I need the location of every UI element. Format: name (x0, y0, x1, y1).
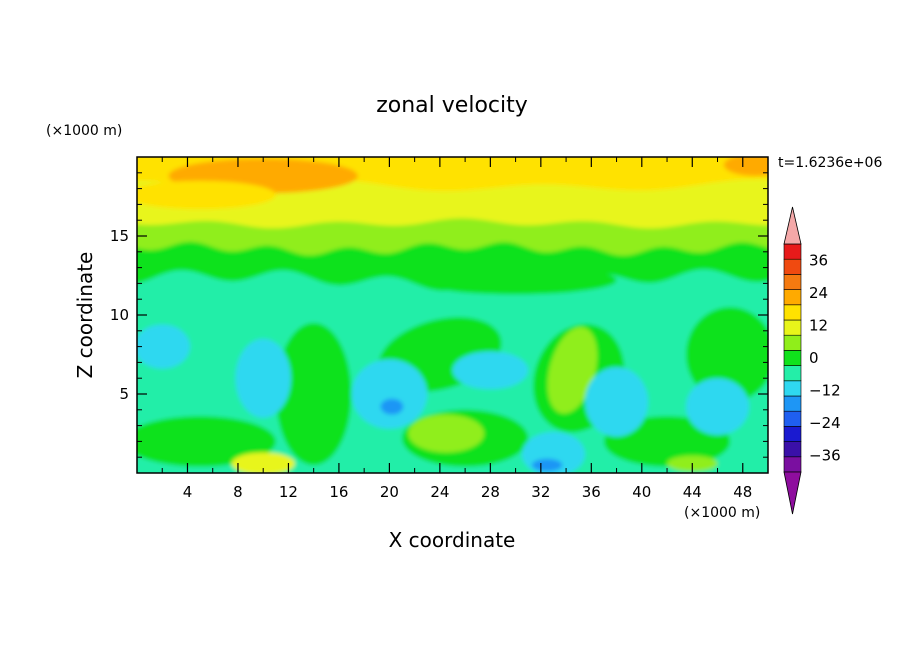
y-tick-label: 10 (110, 306, 129, 324)
x-axis-ticks: 4 8 12 16 20 24 28 32 36 40 44 48 (161, 157, 752, 501)
chart-title: zonal velocity (376, 93, 528, 118)
colorbar-segment (783, 441, 802, 458)
time-label: t=1.6236e+06 (778, 155, 882, 171)
colorbar-segment (783, 365, 802, 382)
colorbar-segment (783, 395, 802, 412)
field-yellowgreen-bottom (408, 414, 485, 453)
x-tick-label: 40 (632, 483, 651, 501)
x-tick-label: 36 (582, 483, 601, 501)
field-cyan-edge (137, 324, 190, 369)
colorbar-segment (783, 456, 802, 473)
field-green-left (275, 322, 352, 466)
field-upper-left-lobe (137, 180, 276, 210)
x-tick-label: 48 (733, 483, 752, 501)
y-axis-label: Z coordinate (73, 252, 97, 379)
velocity-field (137, 157, 768, 473)
colorbar-segment (783, 426, 802, 442)
colorbar-segment (783, 258, 802, 275)
y-tick-label: 5 (119, 385, 129, 403)
field-yellow-lobe (452, 188, 680, 214)
x-tick-label: 32 (531, 483, 550, 501)
colorbar-over-triangle (783, 206, 802, 245)
x-unit-label: (×1000 m) (684, 505, 760, 521)
x-tick-label: 44 (683, 483, 702, 501)
colorbar-tick-label: 12 (809, 316, 828, 334)
y-unit-label: (×1000 m) (46, 123, 122, 139)
field-yellowgreen-right (547, 327, 598, 414)
colorbar-tick-label: 24 (809, 284, 828, 302)
y-axis-ticks: 5 10 15 (110, 172, 768, 458)
field-blue-core (380, 398, 404, 415)
colorbar-tick-label: 0 (809, 349, 819, 367)
colorbar-segment (783, 304, 802, 321)
x-tick-label: 12 (279, 483, 298, 501)
x-axis-label: X coordinate (389, 528, 516, 552)
x-tick-label: 28 (481, 483, 500, 501)
colorbar-segment (783, 334, 802, 351)
field-cyan-center (351, 359, 428, 429)
colorbar-segment (783, 410, 802, 427)
field-blue-bottom (532, 458, 563, 472)
colorbar-segment (783, 243, 802, 260)
colorbar-segment (783, 289, 802, 306)
x-tick-label: 20 (380, 483, 399, 501)
field-cyan-left (235, 338, 291, 418)
y-tick-label: 15 (110, 227, 129, 245)
x-tick-label: 8 (233, 483, 243, 501)
colorbar-tick-label: −12 (809, 382, 841, 400)
x-tick-label: 16 (329, 483, 348, 501)
field-cyan-center-right (452, 351, 529, 390)
colorbar-tick-label: −24 (809, 414, 841, 432)
colorbar-segment (783, 319, 802, 336)
field-green-bottom-left (137, 416, 276, 467)
field-green-right (685, 307, 768, 402)
colorbar-segment (783, 274, 802, 290)
field-core-orange-right (723, 157, 768, 176)
field-teal-left (187, 284, 289, 330)
x-tick-label: 4 (183, 483, 193, 501)
colorbar-under-triangle (783, 471, 802, 515)
field-cyan-far-right (685, 378, 750, 436)
x-tick-label: 24 (430, 483, 449, 501)
colorbar-tick-label: −36 (809, 447, 841, 465)
field-green-band (414, 266, 617, 295)
colorbar-segment (783, 350, 802, 366)
colorbar: 36 24 12 0 −12 −24 −36 (783, 206, 841, 515)
colorbar-segment (783, 380, 802, 397)
colorbar-tick-label: 36 (809, 251, 828, 269)
field-cyan-right (585, 367, 649, 437)
field-yellow-bottom (231, 452, 295, 473)
